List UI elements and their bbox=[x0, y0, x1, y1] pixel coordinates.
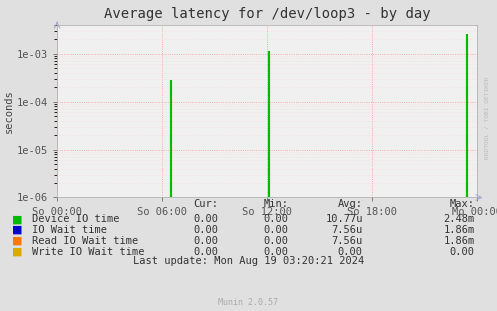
Text: 0.00: 0.00 bbox=[450, 247, 475, 257]
Title: Average latency for /dev/loop3 - by day: Average latency for /dev/loop3 - by day bbox=[104, 7, 430, 21]
Text: 7.56u: 7.56u bbox=[331, 225, 363, 235]
Text: Device IO time: Device IO time bbox=[32, 214, 120, 224]
Text: 0.00: 0.00 bbox=[194, 214, 219, 224]
Text: Min:: Min: bbox=[263, 199, 288, 209]
Text: Cur:: Cur: bbox=[194, 199, 219, 209]
Text: 0.00: 0.00 bbox=[263, 214, 288, 224]
Text: ■: ■ bbox=[12, 236, 23, 246]
Text: IO Wait time: IO Wait time bbox=[32, 225, 107, 235]
Text: 0.00: 0.00 bbox=[194, 247, 219, 257]
Text: ■: ■ bbox=[12, 247, 23, 257]
Text: Write IO Wait time: Write IO Wait time bbox=[32, 247, 145, 257]
Text: 10.77u: 10.77u bbox=[326, 214, 363, 224]
Text: ■: ■ bbox=[12, 225, 23, 235]
Y-axis label: seconds: seconds bbox=[4, 89, 14, 133]
Text: 0.00: 0.00 bbox=[338, 247, 363, 257]
Text: Max:: Max: bbox=[450, 199, 475, 209]
Text: 2.48m: 2.48m bbox=[443, 214, 475, 224]
Text: Read IO Wait time: Read IO Wait time bbox=[32, 236, 139, 246]
Text: 7.56u: 7.56u bbox=[331, 236, 363, 246]
Text: Munin 2.0.57: Munin 2.0.57 bbox=[219, 298, 278, 307]
Text: 1.86m: 1.86m bbox=[443, 236, 475, 246]
Text: Last update: Mon Aug 19 03:20:21 2024: Last update: Mon Aug 19 03:20:21 2024 bbox=[133, 256, 364, 266]
Text: Avg:: Avg: bbox=[338, 199, 363, 209]
Text: 1.86m: 1.86m bbox=[443, 225, 475, 235]
Text: 0.00: 0.00 bbox=[263, 247, 288, 257]
Text: 0.00: 0.00 bbox=[194, 225, 219, 235]
Text: ■: ■ bbox=[12, 214, 23, 224]
Text: 0.00: 0.00 bbox=[263, 225, 288, 235]
Text: 0.00: 0.00 bbox=[263, 236, 288, 246]
Text: 0.00: 0.00 bbox=[194, 236, 219, 246]
Text: RRDTOOL / TOBI OETIKER: RRDTOOL / TOBI OETIKER bbox=[485, 77, 490, 160]
